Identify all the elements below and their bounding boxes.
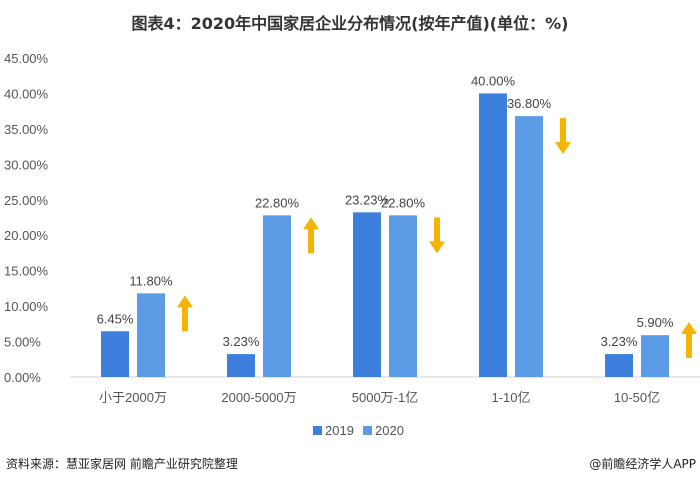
trend-arrow-down-icon bbox=[429, 217, 445, 254]
bar-2019 bbox=[605, 354, 633, 377]
bar-2020 bbox=[515, 116, 543, 377]
y-tick-label: 20.00% bbox=[4, 228, 49, 243]
y-tick-label: 10.00% bbox=[4, 299, 49, 314]
data-label: 5.90% bbox=[637, 315, 674, 330]
x-tick-label: 5000万-1亿 bbox=[352, 390, 418, 405]
bar-2019 bbox=[227, 354, 255, 377]
x-tick-label: 1-10亿 bbox=[491, 390, 530, 405]
x-tick-label: 2000-5000万 bbox=[221, 390, 296, 405]
y-tick-label: 30.00% bbox=[4, 157, 49, 172]
y-tick-label: 40.00% bbox=[4, 86, 49, 101]
bar-2020 bbox=[263, 215, 291, 377]
data-label: 36.80% bbox=[507, 96, 552, 111]
data-label: 40.00% bbox=[471, 73, 516, 88]
data-label: 23.23% bbox=[345, 192, 390, 207]
trend-arrow-down-icon bbox=[555, 118, 571, 155]
chart-title: 图表4：2020年中国家居企业分布情况(按年产值)(单位：%) bbox=[131, 14, 569, 33]
y-tick-label: 45.00% bbox=[4, 51, 49, 66]
y-tick-label: 0.00% bbox=[4, 370, 41, 385]
data-label: 3.23% bbox=[601, 334, 638, 349]
data-label: 6.45% bbox=[97, 311, 134, 326]
bar-2019 bbox=[353, 212, 381, 377]
legend-label: 2019 bbox=[325, 423, 354, 438]
x-tick-label: 10-50亿 bbox=[614, 390, 660, 405]
x-tick-label: 小于2000万 bbox=[99, 390, 167, 405]
source-note: 资料来源：慧亚家居网 前瞻产业研究院整理 bbox=[6, 457, 238, 471]
bar-2019 bbox=[479, 93, 507, 377]
data-label: 11.80% bbox=[129, 273, 173, 288]
y-tick-label: 35.00% bbox=[4, 122, 49, 137]
trend-arrow-up-icon bbox=[303, 217, 319, 254]
credit-note: @前瞻经济学人APP bbox=[589, 457, 696, 471]
data-label: 22.80% bbox=[381, 195, 426, 210]
trend-arrow-up-icon bbox=[681, 322, 697, 358]
data-label: 3.23% bbox=[223, 334, 260, 349]
trend-arrow-up-icon bbox=[177, 295, 193, 332]
y-tick-label: 25.00% bbox=[4, 193, 49, 208]
bar-2019 bbox=[101, 331, 129, 377]
y-tick-label: 15.00% bbox=[4, 264, 49, 279]
bar-2020 bbox=[389, 215, 417, 377]
bar-2020 bbox=[137, 293, 165, 377]
legend-swatch bbox=[313, 426, 322, 435]
y-tick-label: 5.00% bbox=[4, 335, 41, 350]
bar-2020 bbox=[641, 335, 669, 377]
legend-swatch bbox=[363, 426, 372, 435]
data-label: 22.80% bbox=[255, 195, 300, 210]
legend-label: 2020 bbox=[375, 423, 404, 438]
